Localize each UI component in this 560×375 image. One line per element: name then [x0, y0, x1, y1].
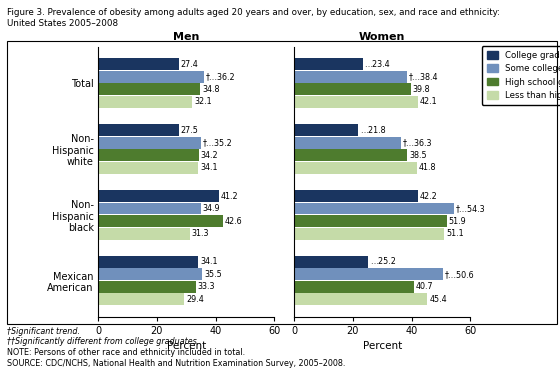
- Bar: [294, 124, 358, 136]
- Text: 42.6: 42.6: [225, 216, 242, 225]
- Title: Women: Women: [359, 32, 405, 42]
- Bar: [294, 228, 444, 240]
- Bar: [98, 96, 193, 108]
- Bar: [294, 256, 368, 268]
- Bar: [98, 215, 223, 227]
- Text: 45.4: 45.4: [429, 295, 447, 304]
- Bar: [98, 124, 179, 136]
- Text: …25.2: …25.2: [370, 257, 396, 266]
- Bar: [294, 71, 407, 83]
- Text: 42.1: 42.1: [419, 98, 437, 106]
- Bar: [98, 281, 196, 293]
- Text: …21.8: …21.8: [360, 126, 385, 135]
- X-axis label: Percent: Percent: [362, 342, 402, 351]
- Text: 32.1: 32.1: [194, 98, 212, 106]
- Bar: [98, 202, 200, 214]
- Text: 34.1: 34.1: [200, 163, 217, 172]
- Bar: [98, 256, 198, 268]
- Text: 51.9: 51.9: [449, 216, 466, 225]
- Bar: [294, 268, 443, 280]
- Text: 31.3: 31.3: [192, 229, 209, 238]
- Bar: [294, 96, 418, 108]
- Bar: [294, 294, 427, 305]
- Bar: [98, 58, 179, 70]
- Bar: [294, 83, 411, 95]
- Bar: [294, 190, 418, 202]
- Text: ††Significantly different from college graduates.: ††Significantly different from college g…: [7, 338, 199, 346]
- Text: 39.8: 39.8: [413, 85, 431, 94]
- Text: …23.4: …23.4: [365, 60, 390, 69]
- Bar: [294, 215, 446, 227]
- Text: †Significant trend.: †Significant trend.: [7, 327, 80, 336]
- Bar: [294, 137, 401, 148]
- Bar: [98, 71, 204, 83]
- Text: 34.1: 34.1: [200, 257, 217, 266]
- Text: †…54.3: †…54.3: [455, 204, 485, 213]
- Text: 41.8: 41.8: [419, 163, 436, 172]
- Text: United States 2005–2008: United States 2005–2008: [7, 20, 118, 28]
- Text: 42.2: 42.2: [420, 192, 437, 201]
- Text: †…35.2: †…35.2: [203, 138, 233, 147]
- Text: 34.9: 34.9: [202, 204, 220, 213]
- Text: 35.5: 35.5: [204, 270, 222, 279]
- Bar: [294, 281, 414, 293]
- Bar: [98, 228, 190, 240]
- Text: 33.3: 33.3: [198, 282, 215, 291]
- Bar: [98, 137, 202, 148]
- Bar: [98, 162, 198, 174]
- Text: 27.4: 27.4: [180, 60, 198, 69]
- Text: 34.2: 34.2: [200, 151, 218, 160]
- Text: 38.5: 38.5: [409, 151, 427, 160]
- Text: 27.5: 27.5: [181, 126, 198, 135]
- Text: SOURCE: CDC/NCHS, National Health and Nutrition Examination Survey, 2005–2008.: SOURCE: CDC/NCHS, National Health and Nu…: [7, 358, 346, 368]
- Text: Figure 3. Prevalence of obesity among adults aged 20 years and over, by educatio: Figure 3. Prevalence of obesity among ad…: [7, 8, 500, 17]
- Text: 51.1: 51.1: [446, 229, 464, 238]
- Bar: [294, 149, 407, 161]
- Bar: [98, 268, 202, 280]
- Text: 29.4: 29.4: [186, 295, 204, 304]
- Text: †…50.6: †…50.6: [445, 270, 474, 279]
- Bar: [98, 83, 200, 95]
- Bar: [98, 190, 219, 202]
- Text: †…36.3: †…36.3: [403, 138, 432, 147]
- Bar: [294, 162, 417, 174]
- Text: NOTE: Persons of other race and ethnicity included in total.: NOTE: Persons of other race and ethnicit…: [7, 348, 245, 357]
- Text: 40.7: 40.7: [416, 282, 433, 291]
- Title: Men: Men: [173, 32, 199, 42]
- Bar: [98, 149, 199, 161]
- Text: 41.2: 41.2: [221, 192, 239, 201]
- Legend: College graduate, Some college, High school graduate, Less than high school: College graduate, Some college, High sch…: [482, 46, 560, 105]
- Text: †…38.4: †…38.4: [409, 72, 438, 81]
- Bar: [294, 58, 363, 70]
- Text: 34.8: 34.8: [202, 85, 220, 94]
- Text: †…36.2: †…36.2: [206, 72, 236, 81]
- Bar: [294, 202, 454, 214]
- X-axis label: Percent: Percent: [166, 342, 206, 351]
- Bar: [98, 294, 184, 305]
